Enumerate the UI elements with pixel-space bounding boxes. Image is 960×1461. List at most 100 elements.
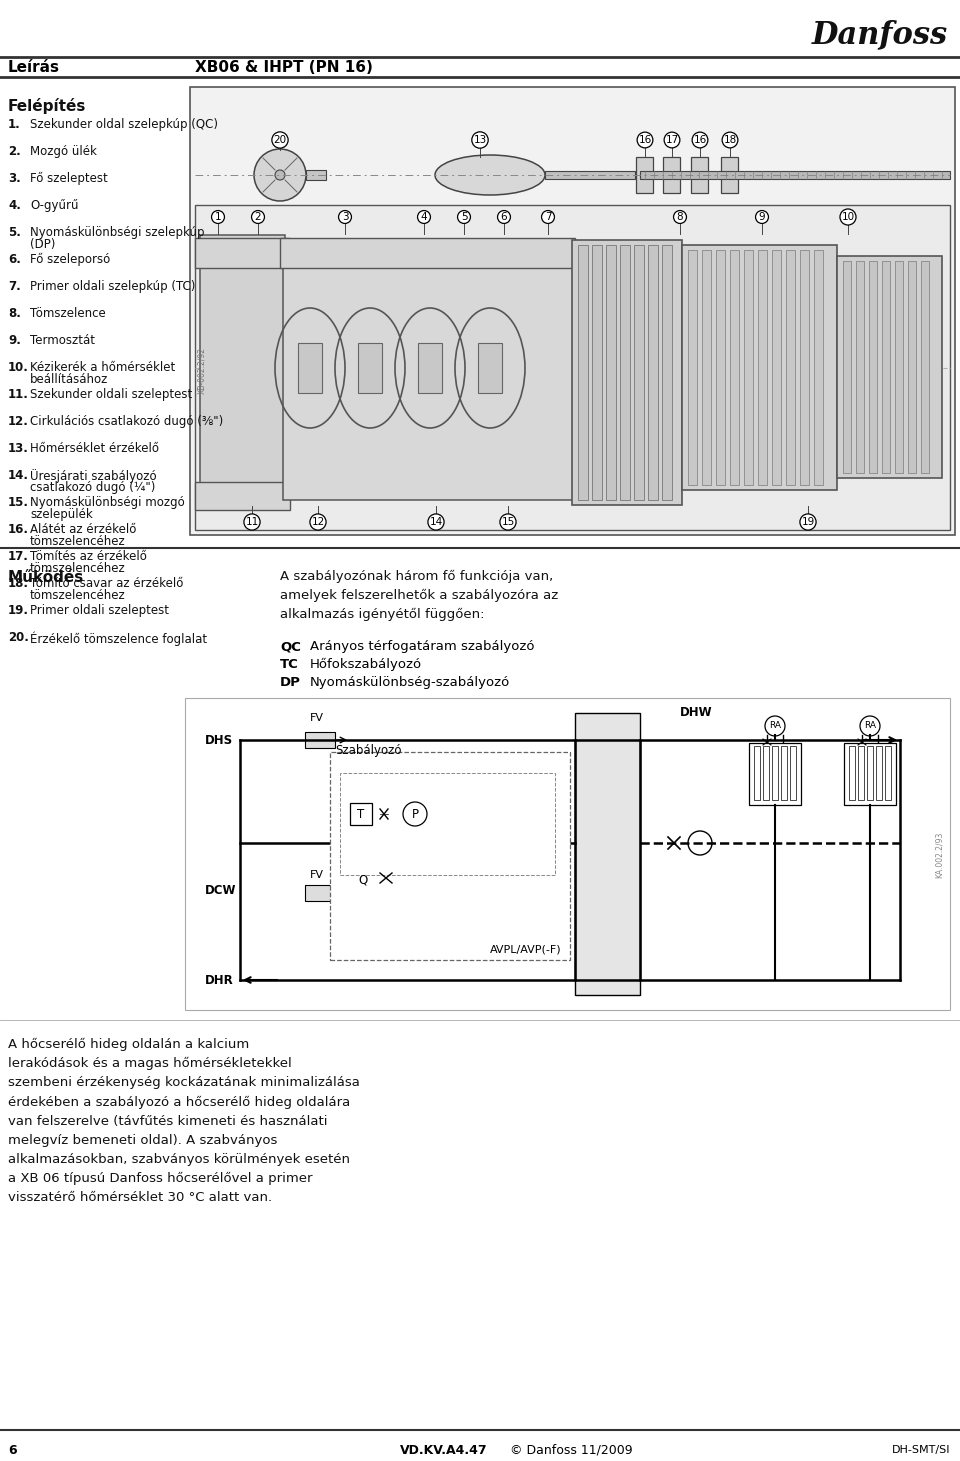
Text: FV: FV [310,713,324,723]
Text: 13: 13 [473,134,487,145]
Text: KA.002.2/93: KA.002.2/93 [935,831,944,878]
Text: 5.: 5. [8,226,21,240]
Text: 19: 19 [802,517,815,527]
Text: 11: 11 [246,517,258,527]
Text: QC: QC [280,640,300,653]
Text: tömszelencéhez: tömszelencéhez [30,535,126,548]
Text: DHW: DHW [680,706,712,719]
Bar [185,698,950,1010]
Text: RA: RA [864,722,876,730]
Bar [691,156,708,193]
Text: Szekunder oldal szelepkúp (QC): Szekunder oldal szelepkúp (QC) [30,118,218,131]
Text: DHS: DHS [205,733,233,747]
Text: Primer oldali szeleptest: Primer oldali szeleptest [30,603,169,617]
Bar [545,171,635,180]
Text: Arányos térfogatáram szabályozó: Arányos térfogatáram szabályozó [310,640,535,653]
Text: 6.: 6. [8,253,21,266]
Bar [790,747,796,801]
Text: 2: 2 [254,212,261,222]
Text: 7.: 7. [8,281,21,294]
Text: Cirkulációs csatlakozó dugó (⅜"): Cirkulációs csatlakozó dugó (⅜") [30,415,224,428]
Text: 14.: 14. [8,469,29,482]
Text: Tömítő csavar az érzékelő: Tömítő csavar az érzékelő [30,577,183,590]
Text: 3: 3 [342,212,348,222]
Text: 12.: 12. [8,415,29,428]
Text: Leírás: Leírás [8,60,60,75]
Bar [921,262,929,473]
Bar [772,250,781,485]
Text: 17: 17 [665,134,679,145]
Bar [869,262,877,473]
Bar [636,156,653,193]
Text: DCW: DCW [205,884,236,897]
Text: VD.KV.A4.47: VD.KV.A4.47 [400,1443,488,1457]
Text: 16: 16 [638,134,652,145]
Bar [837,256,942,478]
Text: beállításához: beállításához [30,373,108,386]
Bar [195,205,950,530]
Text: 16.: 16. [8,523,29,536]
Bar [749,744,801,805]
Text: Alátét az érzékelő: Alátét az érzékelő [30,523,136,536]
Text: Tömítés az érzékelő: Tömítés az érzékelő [30,549,147,562]
Text: 6: 6 [8,1443,16,1457]
Text: 8: 8 [677,212,684,222]
Bar [867,747,873,801]
Text: 5: 5 [461,212,468,222]
Bar [634,245,644,500]
Text: Mozgó ülék: Mozgó ülék [30,145,97,158]
Bar [844,744,896,805]
Bar [350,804,372,825]
Text: Üresjárati szabályozó: Üresjárati szabályozó [30,469,156,484]
Text: © Danfoss 11/2009: © Danfoss 11/2009 [510,1443,633,1457]
Text: T: T [357,808,365,821]
Text: 9: 9 [758,212,765,222]
Bar [578,245,588,500]
Text: 4.: 4. [8,199,21,212]
Bar [702,250,711,485]
Text: Érzékelő tömszelence foglalat: Érzékelő tömszelence foglalat [30,631,207,646]
Bar [858,747,864,801]
Bar [781,747,787,801]
Text: 7: 7 [544,212,551,222]
Text: A hőcserélő hideg oldalán a kalcium
lerakódások és a magas hőmérsékletekkel
szem: A hőcserélő hideg oldalán a kalcium lera… [8,1037,360,1204]
Bar [305,885,335,901]
Text: Tömszelence: Tömszelence [30,307,106,320]
Text: 9.: 9. [8,335,21,348]
Text: DP: DP [280,676,300,690]
Text: Szabályozó: Szabályozó [335,744,401,757]
Bar [358,343,382,393]
Text: FV: FV [310,869,324,880]
Text: 14: 14 [429,517,443,527]
Text: DHR: DHR [205,973,233,986]
Bar [190,88,955,535]
Text: tömszelencéhez: tömszelencéhez [30,589,126,602]
Text: 10.: 10. [8,361,29,374]
Text: 1: 1 [215,212,222,222]
Bar [721,156,738,193]
Bar [195,482,290,510]
Bar [620,245,630,500]
Text: 20: 20 [274,134,287,145]
Text: Q: Q [358,874,368,887]
Text: A szabályozónak három fő funkciója van,
amelyek felszerelhetők a szabályozóra az: A szabályozónak három fő funkciója van, … [280,570,559,621]
Text: TC: TC [280,657,299,671]
Text: XB06 & IHPT (PN 16): XB06 & IHPT (PN 16) [195,60,372,75]
Bar [195,238,290,267]
Text: XB-002.2/92: XB-002.2/92 [198,346,206,393]
Text: 4: 4 [420,212,427,222]
Ellipse shape [435,155,545,194]
Text: 10: 10 [841,212,854,222]
Bar [730,250,739,485]
Text: DH-SMT/SI: DH-SMT/SI [892,1445,950,1455]
Text: Hőfokszabályozó: Hőfokszabályozó [310,657,422,671]
Text: 17.: 17. [8,549,29,562]
Text: 3.: 3. [8,172,21,186]
Text: P: P [412,808,419,821]
Bar [648,245,658,500]
Bar [298,343,322,393]
Text: 2.: 2. [8,145,21,158]
Bar [772,747,778,801]
Bar [606,245,616,500]
Bar [786,250,795,485]
